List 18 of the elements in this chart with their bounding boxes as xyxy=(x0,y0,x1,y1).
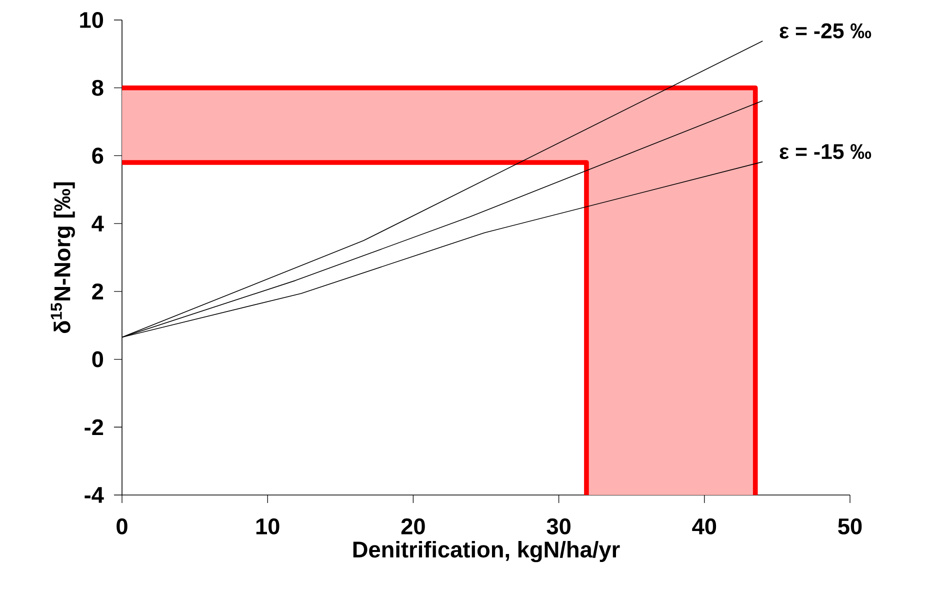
x-tick-label: 10 xyxy=(256,518,280,534)
series-label: ε = -15 ‰ xyxy=(780,144,872,160)
y-axis-title: δ$^{15}$N-Norg [‰] xyxy=(50,182,75,333)
x-tick-label: 50 xyxy=(838,518,862,534)
x-tick-label: 0 xyxy=(116,518,128,534)
y-tick-label: 4 xyxy=(92,216,104,232)
x-axis-title: Denitrification, kgN/ha/yr xyxy=(353,540,620,562)
y-tick-label: 10 xyxy=(80,12,104,28)
x-tick-label: 30 xyxy=(546,518,570,534)
y-tick-label: 8 xyxy=(92,80,104,96)
series-label: ε = -25 ‰ xyxy=(780,23,872,38)
x-tick-label: 40 xyxy=(692,518,716,534)
x-tick-label: 20 xyxy=(401,518,425,534)
y-tick-label: 2 xyxy=(92,284,104,300)
y-tick-label: -4 xyxy=(84,487,104,503)
y-tick-label: 0 xyxy=(92,351,104,368)
y-tick-label: 6 xyxy=(92,148,104,164)
y-tick-label: -2 xyxy=(84,419,104,436)
